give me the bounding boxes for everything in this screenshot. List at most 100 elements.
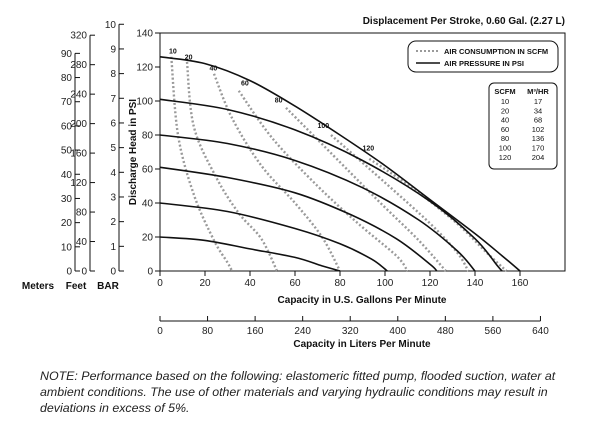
left-axis-tick-label: 2 <box>110 217 116 228</box>
air-consumption-curve-120 <box>368 157 508 272</box>
y-tick-label: 0 <box>147 267 153 278</box>
y-tick-label: 100 <box>136 97 153 108</box>
x-tick-label: 80 <box>334 278 346 289</box>
lpm-tick-label: 320 <box>342 326 359 337</box>
air-consumption-curve-40 <box>212 73 342 272</box>
scfm-curve-label: 20 <box>185 54 193 61</box>
left-axis-tick-label: 0 <box>66 267 72 278</box>
table-cell-scfm: 100 <box>499 144 512 153</box>
air-pressure-curve-3 <box>159 134 476 272</box>
left-axis-tick-label: 80 <box>76 208 88 219</box>
left-axis-tick-label: 80 <box>61 73 73 84</box>
y-axis-ticks: 0 20 40 60 80 100 120 140 <box>136 29 160 278</box>
chart-title: Displacement Per Stroke, 0.60 Gal. (2.27… <box>363 16 565 27</box>
table-cell-m3hr: 102 <box>532 125 545 134</box>
legend-label-air-pressure: AIR PRESSURE IN PSI <box>444 59 524 68</box>
table-header-scfm: SCFM <box>494 87 515 96</box>
scfm-curve-label: 60 <box>241 81 249 88</box>
table-cell-m3hr: 204 <box>532 153 545 162</box>
scfm-curve-label: 10 <box>169 48 177 55</box>
x-tick-label: 160 <box>512 278 529 289</box>
y-tick-label: 80 <box>142 131 154 142</box>
lpm-tick-label: 640 <box>532 326 549 337</box>
y-tick-label: 20 <box>142 233 154 244</box>
air-consumption-curve-60 <box>237 90 409 272</box>
legend-box <box>407 40 559 73</box>
x-tick-label: 60 <box>289 278 301 289</box>
table-cell-scfm: 40 <box>501 116 509 125</box>
left-axis-tick-label: 160 <box>70 149 87 160</box>
left-axis-tick-label: 30 <box>61 194 73 205</box>
air-pressure-curve-1 <box>159 202 388 272</box>
y-tick-label: 140 <box>136 29 153 40</box>
y-tick-label: 60 <box>142 165 154 176</box>
secondary-x-axis-label: Capacity in Liters Per Minute <box>293 339 431 350</box>
left-axis-tick-label: 10 <box>105 20 117 31</box>
left-axis-tick-label: 3 <box>110 192 116 203</box>
table-cell-scfm: 120 <box>499 153 512 162</box>
air-pressure-curve-0 <box>159 236 341 272</box>
table-cell-m3hr: 136 <box>532 134 545 143</box>
x-tick-label: 0 <box>157 278 163 289</box>
air-consumption-curve-80 <box>285 106 447 272</box>
left-axis-tick-label: 4 <box>110 168 116 179</box>
table-cell-m3hr: 68 <box>534 116 542 125</box>
left-axis-tick-label: 7 <box>110 94 116 105</box>
table-cell-m3hr: 34 <box>534 106 542 115</box>
scfm-curve-label: 80 <box>275 98 283 105</box>
table-cell-scfm: 10 <box>501 97 509 106</box>
table-cell-scfm: 80 <box>501 134 509 143</box>
x-tick-label: 140 <box>467 278 484 289</box>
air-pressure-curve-2 <box>159 166 438 272</box>
air-pressure-curve-4 <box>159 98 503 272</box>
left-axis-unit-label: Feet <box>66 281 87 292</box>
left-axis-tick-label: 320 <box>70 31 87 42</box>
left-axis-tick-label: 6 <box>110 118 116 129</box>
left-axis-tick-label: 40 <box>76 237 88 248</box>
scfm-curve-label: 120 <box>363 145 375 152</box>
legend: AIR CONSUMPTION IN SCFM AIR PRESSURE IN … <box>407 40 559 73</box>
x-tick-label: 100 <box>377 278 394 289</box>
left-axis-tick-label: 8 <box>110 69 116 80</box>
air-consumption-curves <box>170 56 508 272</box>
lpm-tick-label: 160 <box>247 326 264 337</box>
x-tick-label: 20 <box>199 278 211 289</box>
lpm-tick-label: 80 <box>202 326 214 337</box>
left-axis-tick-label: 50 <box>61 146 73 157</box>
left-axis-tick-label: 70 <box>61 97 73 108</box>
scfm-conversion-table: SCFM M³/HR 10 17 20 34 40 68 60 102 80 136 100 170 120… <box>488 82 558 170</box>
left-axis-tick-label: 90 <box>61 49 73 60</box>
left-axis-tick-label: 5 <box>110 143 116 154</box>
left-axis-unit-label: Meters <box>22 281 55 292</box>
legend-label-air-consumption: AIR CONSUMPTION IN SCFM <box>444 47 548 56</box>
liters-per-minute-axis: 0 80 160 240 320 400 480 560 640 <box>157 316 549 337</box>
left-unit-axes: 0102030405060708090Meters040801201602002… <box>22 20 124 292</box>
performance-note: NOTE: Performance based on the following… <box>40 369 556 415</box>
left-axis-tick-label: 1 <box>110 242 116 253</box>
left-axis-tick-label: 0 <box>81 267 87 278</box>
plot-area <box>159 32 566 272</box>
plot-border <box>159 32 566 272</box>
air-consumption-curve-10 <box>170 56 234 272</box>
lpm-tick-label: 0 <box>157 326 163 337</box>
curve-labels: 10 20 40 60 80 100 120 <box>169 48 374 152</box>
air-pressure-curves <box>159 56 521 272</box>
left-axis-tick-label: 60 <box>61 121 73 132</box>
table-cell-m3hr: 17 <box>534 97 542 106</box>
table-cell-scfm: 20 <box>501 106 509 115</box>
y-tick-label: 40 <box>142 199 154 210</box>
left-axis-tick-label: 20 <box>61 218 73 229</box>
lpm-tick-label: 480 <box>437 326 454 337</box>
left-axis-tick-label: 280 <box>70 60 87 71</box>
scfm-curve-label: 100 <box>318 123 330 130</box>
y-tick-label: 120 <box>136 63 153 74</box>
table-header-m3hr: M³/HR <box>527 87 549 96</box>
lpm-tick-label: 560 <box>485 326 502 337</box>
x-axis-label: Capacity in U.S. Gallons Per Minute <box>278 295 447 306</box>
left-axis-tick-label: 200 <box>70 119 87 130</box>
x-tick-label: 40 <box>244 278 256 289</box>
table-cell-scfm: 60 <box>501 125 509 134</box>
y-axis-label: Discharge Head in PSI <box>128 99 139 205</box>
left-axis-tick-label: 40 <box>61 170 73 181</box>
